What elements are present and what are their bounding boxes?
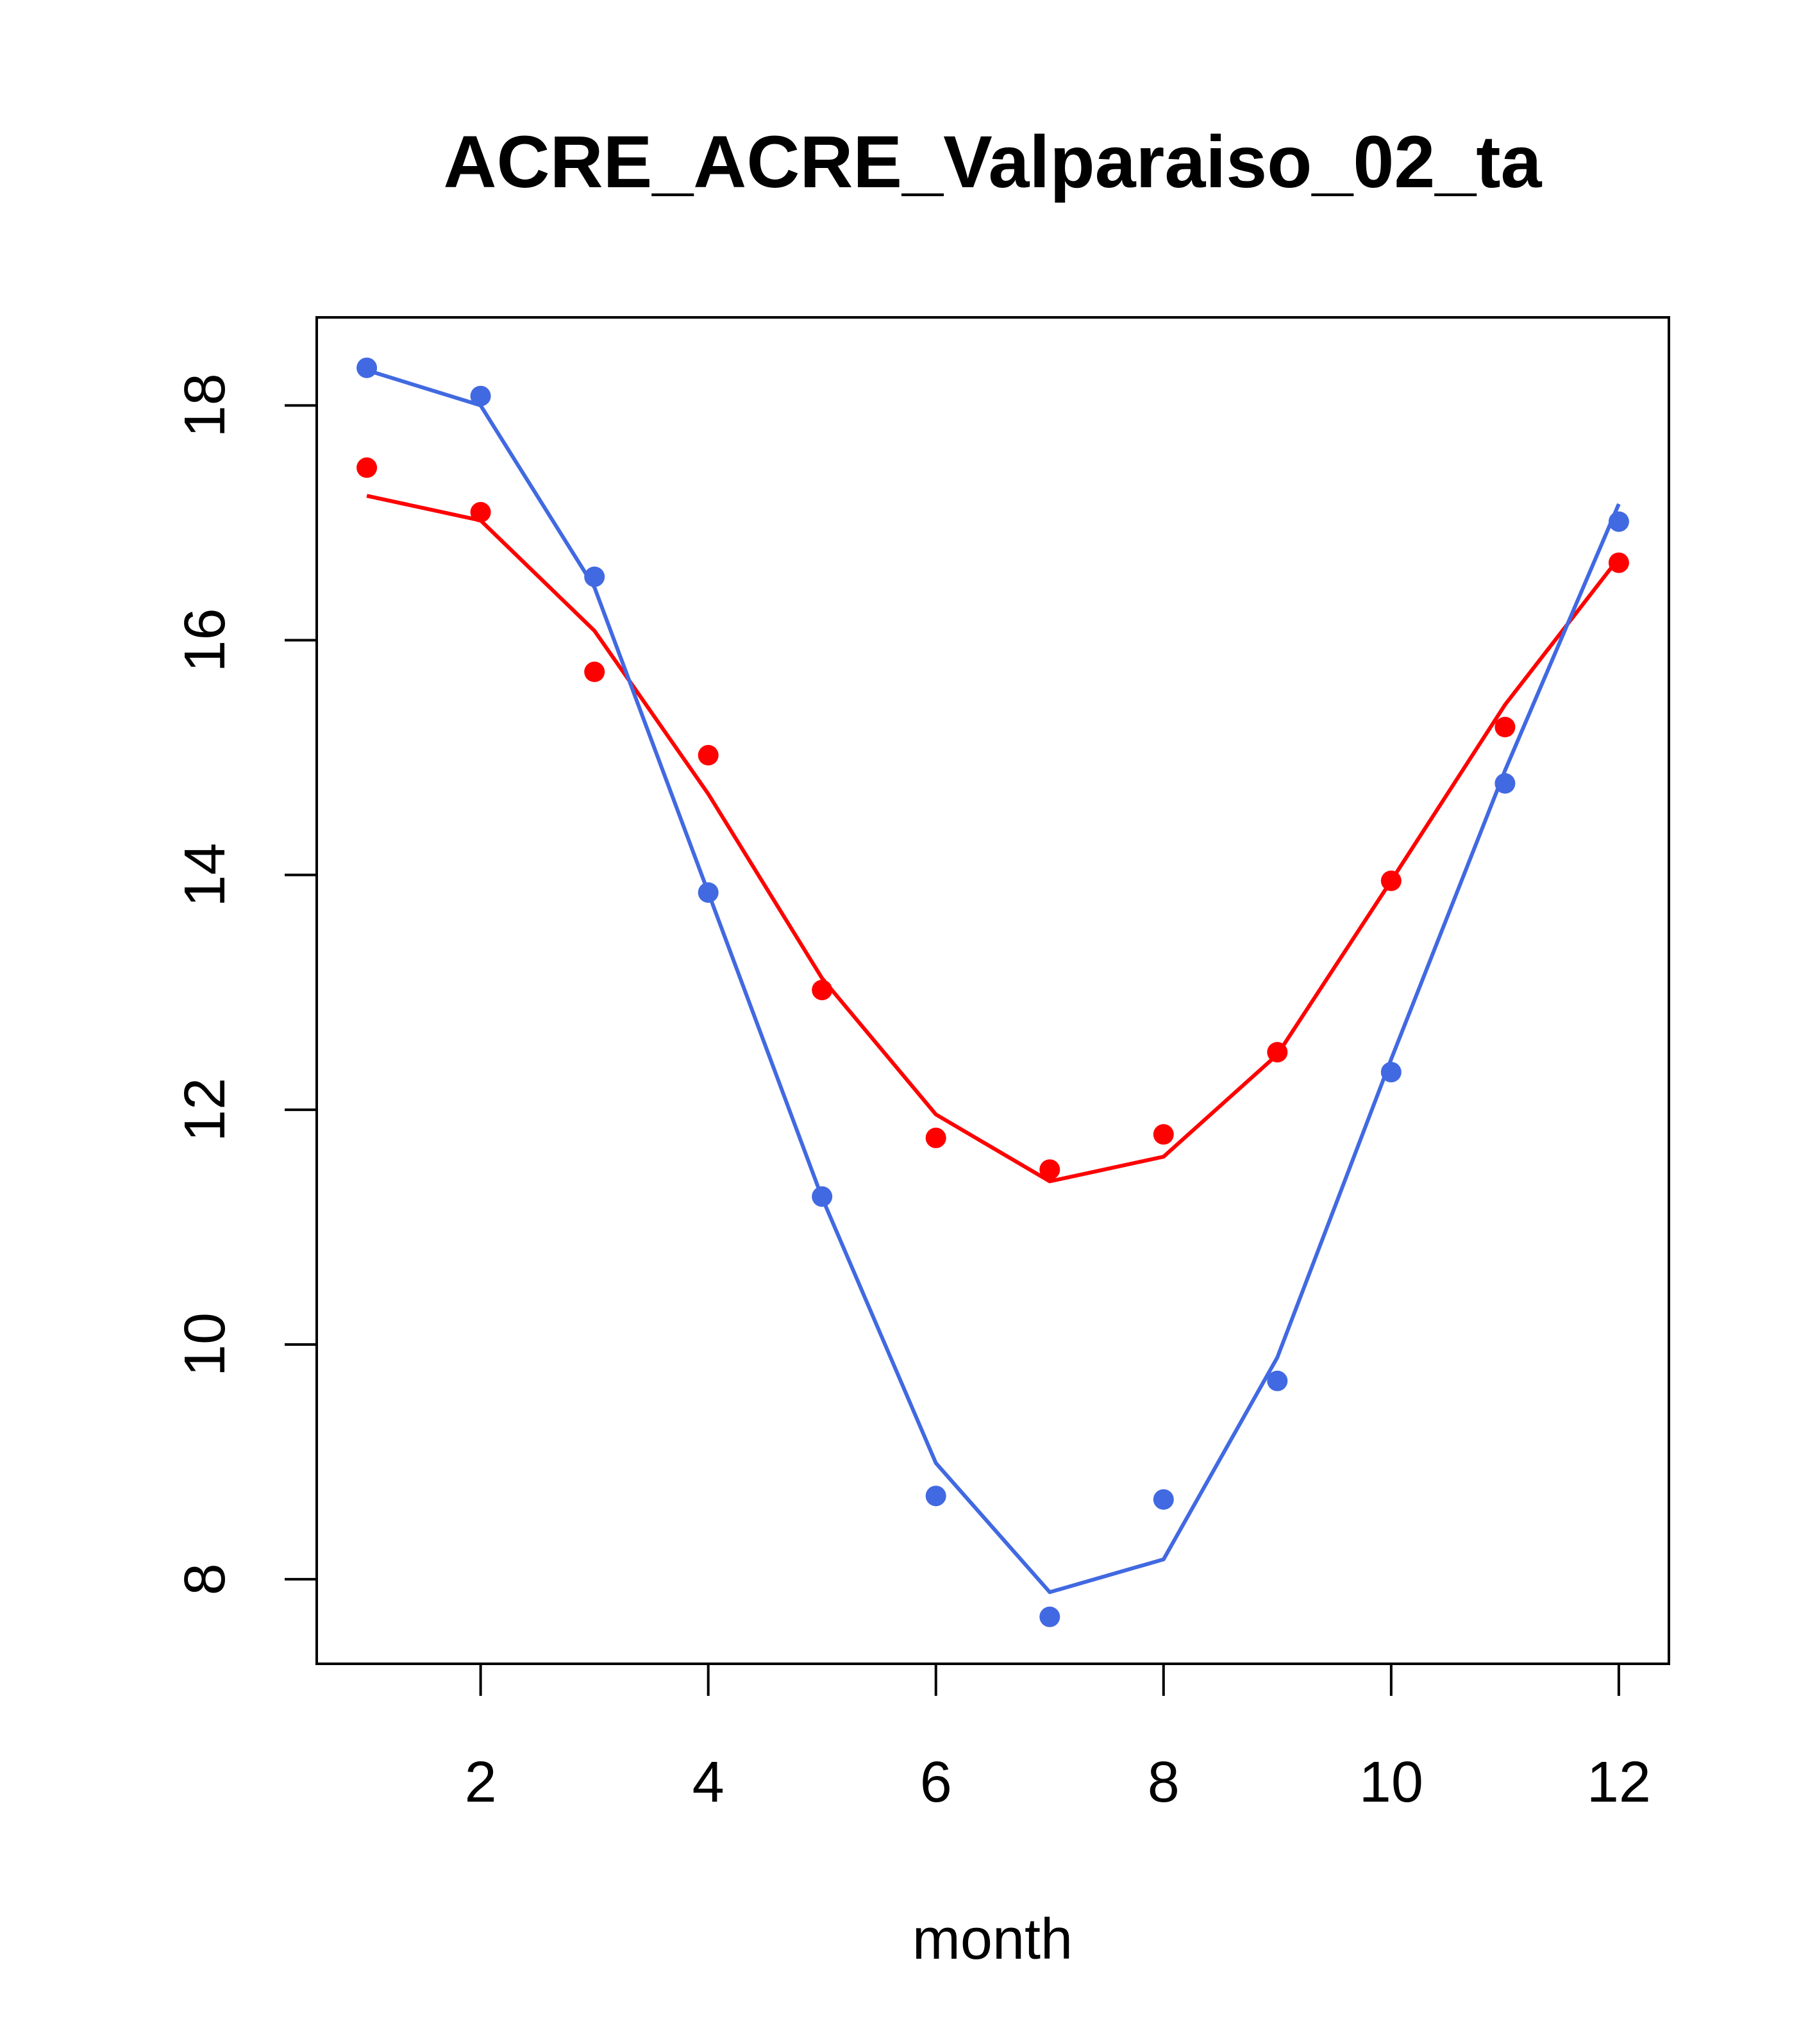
series-1-point bbox=[1153, 1124, 1174, 1145]
plot-frame bbox=[315, 316, 1670, 1665]
series-2-point bbox=[1267, 1370, 1288, 1391]
y-tick-label: 18 bbox=[173, 373, 237, 437]
series-1-point bbox=[925, 1127, 946, 1148]
series-1-point bbox=[470, 501, 491, 523]
series-1-point bbox=[1039, 1159, 1060, 1180]
x-tick-label: 10 bbox=[1359, 1750, 1423, 1814]
x-tick-label: 4 bbox=[692, 1750, 724, 1814]
y-tick-label: 14 bbox=[173, 843, 237, 907]
series-2-point bbox=[584, 566, 605, 587]
x-tick-label: 12 bbox=[1587, 1750, 1651, 1814]
series-2 bbox=[356, 357, 1629, 1627]
y-axis: 8 10 12 14 16 18 bbox=[173, 373, 318, 1595]
series-1-point bbox=[812, 980, 833, 1001]
y-tick-label: 10 bbox=[173, 1312, 237, 1377]
x-tick-label: 6 bbox=[920, 1750, 952, 1814]
series-1-point bbox=[356, 457, 378, 478]
series-2-point bbox=[1039, 1606, 1060, 1627]
series-1-point bbox=[698, 744, 719, 766]
x-axis-label: month bbox=[912, 1907, 1073, 1972]
y-tick-label: 8 bbox=[173, 1563, 237, 1595]
x-tick-label: 8 bbox=[1148, 1750, 1180, 1814]
series-1 bbox=[356, 457, 1629, 1184]
series-layer bbox=[356, 357, 1629, 1627]
series-2-point bbox=[1153, 1489, 1174, 1510]
x-tick-label: 2 bbox=[465, 1750, 497, 1814]
y-tick-label: 16 bbox=[173, 608, 237, 672]
series-2-point bbox=[698, 882, 719, 903]
series-2-point bbox=[1380, 1062, 1402, 1083]
x-axis: 2 4 6 8 10 12 bbox=[465, 1663, 1651, 1814]
series-1-line bbox=[366, 494, 1621, 1184]
series-2-point bbox=[356, 357, 378, 378]
series-2-point bbox=[1608, 511, 1629, 532]
series-1-point bbox=[1380, 870, 1402, 891]
series-1-point bbox=[1267, 1042, 1288, 1063]
series-1-point bbox=[1495, 717, 1516, 737]
series-2-line bbox=[366, 368, 1621, 1595]
y-tick-label: 12 bbox=[173, 1078, 237, 1142]
chart-title: ACRE_ACRE_Valparaiso_02_ta bbox=[443, 121, 1542, 203]
series-2-point bbox=[812, 1186, 833, 1207]
series-1-point bbox=[1608, 552, 1629, 573]
series-2-point bbox=[1495, 773, 1516, 794]
series-2-point bbox=[470, 385, 491, 406]
series-1-point bbox=[584, 661, 605, 682]
series-2-point bbox=[925, 1486, 946, 1507]
